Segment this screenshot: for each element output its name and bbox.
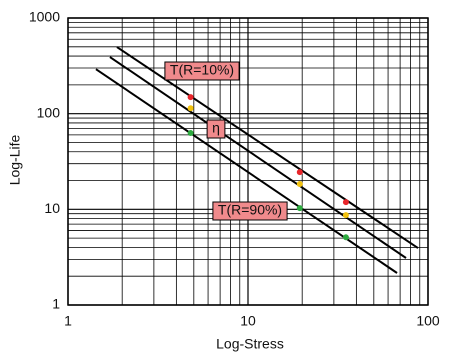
x-tick-label: 1 <box>64 313 72 329</box>
x-tick-label: 100 <box>416 313 440 329</box>
x-axis-title: Log-Stress <box>216 336 284 352</box>
series-label: T(R=90%) <box>212 201 288 221</box>
label-box <box>164 61 240 81</box>
label-text: η <box>212 120 220 136</box>
series-label: η <box>206 119 226 139</box>
data-point <box>187 130 194 137</box>
data-point <box>187 94 194 101</box>
data-point <box>342 234 349 241</box>
x-tick-label: 10 <box>240 313 256 329</box>
plot-frame <box>67 17 429 306</box>
label-box <box>212 201 288 221</box>
y-tick-label: 1 <box>52 296 60 312</box>
y-tick-label: 10 <box>44 200 60 216</box>
series-line <box>116 46 419 249</box>
data-point <box>342 212 349 219</box>
data-point <box>296 180 303 187</box>
series-line <box>95 68 398 274</box>
series-line <box>109 56 407 259</box>
label-box <box>206 119 226 139</box>
data-point <box>342 199 349 206</box>
data-point <box>296 169 303 176</box>
data-point <box>187 105 194 112</box>
data-point <box>296 205 303 212</box>
y-tick-label: 1000 <box>29 9 60 25</box>
label-text: T(R=10%) <box>170 62 234 78</box>
series-label: T(R=10%) <box>164 61 240 81</box>
y-axis-title: Log-Life <box>7 134 23 185</box>
label-text: T(R=90%) <box>218 202 282 218</box>
y-tick-label: 100 <box>37 104 61 120</box>
